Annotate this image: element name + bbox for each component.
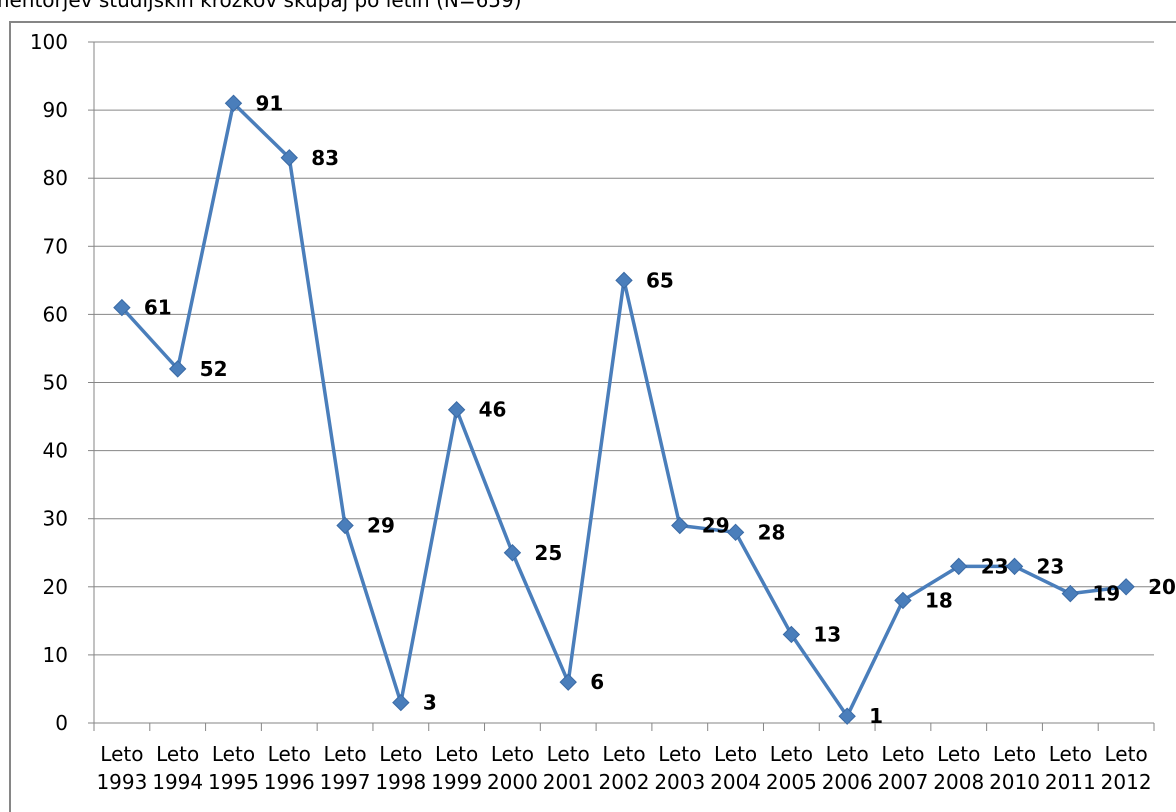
x-tick-label: Leto 2002 (599, 742, 650, 794)
y-tick-label: 60 (43, 302, 68, 326)
data-point-marker (168, 360, 187, 378)
x-tick-label: Leto 1997 (320, 742, 371, 794)
data-label: 83 (311, 146, 339, 170)
data-label: 13 (813, 622, 841, 646)
data-label: 65 (646, 268, 674, 292)
data-label: 29 (367, 514, 395, 538)
data-point-marker (447, 401, 466, 419)
x-tick-label: Leto 2001 (543, 742, 594, 794)
x-tick-label: Leto 2008 (933, 742, 984, 794)
x-tick-label: Leto 2000 (487, 742, 538, 794)
x-tick-label: Leto 1996 (264, 742, 315, 794)
x-tick-label: Leto 2007 (877, 742, 928, 794)
data-label: 28 (758, 520, 786, 544)
data-point-marker (392, 693, 410, 712)
data-label: 29 (702, 514, 730, 538)
x-tick-label: Leto 2011 (1045, 742, 1096, 794)
y-tick-label: 80 (43, 166, 68, 190)
x-tick-label: Leto 2004 (710, 742, 761, 794)
data-label: 52 (200, 357, 228, 381)
data-label: 91 (255, 91, 283, 115)
data-point-marker (950, 557, 968, 576)
data-label: 6 (590, 670, 604, 694)
y-tick-label: 30 (43, 507, 68, 531)
x-tick-label: Leto 2012 (1101, 742, 1152, 794)
data-label: 23 (981, 554, 1009, 578)
x-tick-label: Leto 2006 (822, 742, 873, 794)
data-point-marker (224, 94, 243, 112)
data-point-marker (503, 544, 522, 562)
x-tick-label: Leto 1993 (96, 742, 147, 794)
data-point-marker (336, 516, 354, 535)
data-point-marker (671, 516, 689, 535)
x-tick-label: Leto 1995 (208, 742, 259, 794)
data-point-marker (1117, 578, 1135, 596)
x-tick-label: Leto 1999 (431, 742, 482, 794)
data-point-marker (838, 707, 856, 725)
data-point-marker (280, 149, 298, 167)
data-label: 46 (479, 398, 507, 422)
data-point-marker (894, 591, 912, 610)
y-tick-label: 0 (55, 711, 68, 735)
data-point-marker (782, 625, 801, 644)
y-tick-label: 70 (43, 234, 68, 258)
data-label: 1 (869, 704, 883, 728)
x-tick-label: Leto 2003 (654, 742, 705, 794)
y-tick-label: 90 (43, 98, 68, 122)
data-label: 20 (1148, 575, 1176, 599)
y-tick-label: 20 (43, 575, 68, 599)
x-tick-label: Leto 2005 (766, 742, 817, 794)
data-label: 23 (1037, 554, 1065, 578)
chart-frame (9, 21, 1176, 812)
data-point-marker (1061, 584, 1080, 603)
chart-title: mentorjev študijskih krožkov skupaj po l… (0, 0, 522, 12)
data-label: 25 (534, 541, 562, 565)
data-point-marker (726, 523, 745, 542)
data-point-marker (559, 673, 577, 691)
data-label: 3 (423, 691, 437, 715)
y-tick-label: 40 (43, 439, 68, 463)
y-tick-label: 10 (43, 643, 68, 667)
y-tick-label: 100 (30, 30, 68, 54)
data-point-marker (113, 298, 131, 317)
x-tick-label: Leto 1998 (375, 742, 426, 794)
x-tick-label: Leto 1994 (152, 742, 203, 794)
x-tick-label: Leto 2010 (989, 742, 1040, 794)
data-point-marker (1005, 557, 1024, 576)
y-tick-label: 50 (43, 371, 68, 395)
series-line (120, 101, 1127, 718)
data-point-marker (615, 271, 633, 290)
data-label: 19 (1092, 582, 1120, 606)
data-label: 18 (925, 588, 953, 612)
data-label: 61 (144, 296, 172, 320)
